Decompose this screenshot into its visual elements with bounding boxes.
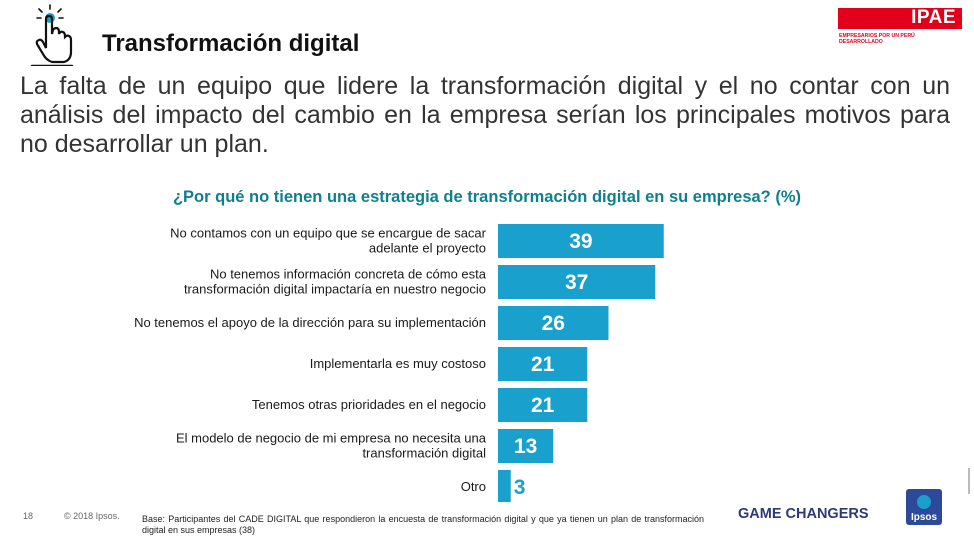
ipae-logo: IPAE EMPRESARIOS POR UN PERÚ DESARROLLAD… — [838, 7, 962, 50]
scroll-indicator — [968, 468, 970, 494]
bar-value-label: 3 — [514, 476, 526, 499]
ipsos-logo-text: Ipsos — [911, 512, 938, 523]
bar — [498, 265, 656, 299]
bar — [498, 388, 588, 422]
category-label: No tenemos el apoyo de la dirección para… — [134, 315, 486, 330]
category-label: El modelo de negocio de mi empresa no ne… — [176, 431, 487, 446]
page-title: Transformación digital — [102, 30, 360, 57]
bar-value-label: 37 — [565, 271, 588, 294]
bar-value-label: 21 — [531, 353, 555, 376]
base-note: Base: Participantes del CADE DIGITAL que… — [142, 514, 704, 535]
category-label: transformación digital — [362, 446, 486, 461]
category-label: Tenemos otras prioridades en el negocio — [252, 397, 486, 412]
bar-value-label: 13 — [514, 435, 537, 458]
ipsos-logo: Ipsos — [906, 489, 942, 525]
category-label: No contamos con un equipo que se encargu… — [170, 226, 486, 241]
category-label: transformación digital impactaría en nue… — [184, 282, 486, 297]
bar — [498, 224, 664, 258]
bar-chart: 39 No contamos con un equipo que se encar… — [134, 224, 664, 502]
bar — [498, 306, 609, 340]
touch-hand-icon — [30, 4, 74, 66]
category-label: No tenemos información concreta de cómo … — [210, 267, 487, 282]
bar — [498, 429, 554, 463]
category-label: Otro — [461, 479, 486, 494]
copyright-text: © 2018 Ipsos. — [64, 511, 120, 521]
ipae-logo-box: IPAE — [838, 7, 962, 29]
headline-text: La falta de un equipo que lidere la tran… — [20, 72, 950, 158]
bar — [498, 347, 588, 381]
chart-title: ¿Por qué no tienen una estrategia de tra… — [172, 188, 802, 206]
category-label: Implementarla es muy costoso — [310, 356, 486, 371]
page-number: 18 — [23, 511, 34, 521]
bar — [498, 470, 511, 502]
ipae-logo-tagline: EMPRESARIOS POR UN PERÚ DESARROLLADO — [839, 33, 915, 45]
bar-value-label: 21 — [531, 394, 555, 417]
bar-value-label: 39 — [569, 230, 592, 253]
category-label: adelante el proyecto — [369, 241, 486, 256]
game-changers-tagline: GAME CHANGERS — [738, 506, 869, 522]
bar-value-label: 26 — [542, 312, 565, 335]
ipae-logo-text: IPAE — [911, 7, 956, 28]
